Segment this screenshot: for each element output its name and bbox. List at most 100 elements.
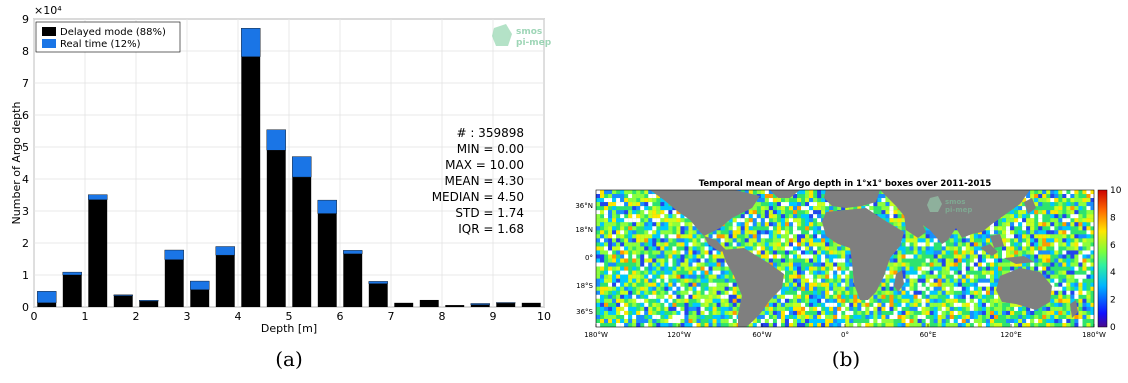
data-cell	[772, 214, 777, 219]
data-cell	[732, 314, 737, 320]
data-cell	[993, 254, 999, 259]
data-cell	[885, 302, 890, 307]
data-cell	[732, 226, 737, 231]
data-cell	[805, 254, 810, 259]
data-cell	[1022, 242, 1027, 247]
stat-mean: MEAN = 4.30	[444, 174, 524, 188]
data-cell	[909, 322, 914, 327]
data-cell	[1050, 202, 1055, 207]
data-cell	[716, 238, 721, 243]
data-cell	[953, 282, 958, 287]
data-cell	[901, 214, 906, 219]
data-cell	[925, 258, 930, 263]
data-cell	[1086, 214, 1091, 219]
map-y-tick-label: 0°	[585, 254, 593, 262]
data-cell	[612, 218, 617, 223]
data-cell	[1026, 314, 1031, 320]
data-cell	[933, 282, 938, 287]
data-cell	[668, 314, 673, 320]
data-cell	[1010, 302, 1015, 307]
data-cell	[792, 206, 798, 211]
data-cell	[768, 214, 773, 219]
data-cell	[801, 206, 806, 211]
data-cell	[736, 298, 741, 303]
data-cell	[1086, 302, 1091, 307]
data-cell	[1050, 270, 1055, 275]
data-cell	[889, 302, 894, 307]
data-cell	[688, 270, 693, 275]
data-cell	[909, 306, 914, 311]
data-cell	[1070, 294, 1075, 299]
data-cell	[732, 234, 737, 239]
data-cell	[748, 190, 753, 195]
data-cell	[841, 294, 846, 299]
data-cell	[692, 230, 697, 235]
data-cell	[624, 210, 629, 215]
data-cell	[644, 206, 649, 211]
data-cell	[1054, 246, 1059, 251]
data-cell	[981, 262, 987, 267]
data-cell	[1002, 234, 1007, 239]
data-cell	[945, 306, 950, 311]
data-cell	[616, 278, 621, 283]
data-cell	[664, 266, 669, 271]
data-cell	[792, 298, 798, 303]
data-cell	[1090, 302, 1094, 307]
data-cell	[760, 214, 765, 219]
data-cell	[776, 202, 781, 207]
data-cell	[809, 274, 814, 279]
data-cell	[801, 310, 806, 315]
data-cell	[632, 302, 637, 307]
data-cell	[1074, 314, 1079, 320]
data-cell	[604, 242, 609, 247]
data-cell	[897, 290, 902, 295]
data-cell	[712, 294, 717, 299]
data-cell	[776, 226, 781, 231]
data-cell	[1014, 250, 1019, 255]
data-cell	[696, 318, 701, 324]
data-cell	[600, 222, 605, 227]
data-cell	[684, 290, 689, 295]
data-cell	[1030, 234, 1035, 239]
data-cell	[748, 226, 753, 231]
data-cell	[889, 202, 894, 207]
data-cell	[648, 242, 653, 247]
data-cell	[788, 294, 794, 299]
data-cell	[772, 314, 777, 320]
data-cell	[885, 278, 890, 283]
data-cell	[640, 306, 645, 311]
data-cell	[941, 318, 946, 324]
data-cell	[849, 310, 854, 315]
data-cell	[1058, 302, 1063, 307]
data-cell	[1054, 298, 1059, 303]
data-cell	[772, 298, 777, 303]
data-cell	[801, 282, 806, 287]
data-cell	[664, 214, 669, 219]
data-cell	[728, 282, 733, 287]
data-cell	[1030, 266, 1035, 271]
data-cell	[1006, 254, 1011, 259]
data-cell	[845, 318, 850, 324]
data-cell	[889, 206, 894, 211]
data-cell	[821, 322, 826, 327]
data-cell	[1078, 214, 1083, 219]
data-cell	[821, 258, 826, 263]
data-cell	[1074, 242, 1079, 247]
data-cell	[612, 282, 617, 287]
data-cell	[925, 242, 930, 247]
data-cell	[784, 286, 790, 291]
data-cell	[676, 262, 681, 267]
data-cell	[945, 278, 950, 283]
data-cell	[981, 294, 987, 299]
data-cell	[973, 314, 978, 320]
data-cell	[809, 266, 814, 271]
data-cell	[1078, 254, 1083, 259]
data-cell	[776, 234, 781, 239]
data-cell	[1074, 274, 1079, 279]
data-cell	[732, 310, 737, 315]
data-cell	[945, 246, 950, 251]
data-cell	[977, 310, 982, 315]
data-cell	[809, 298, 814, 303]
data-cell	[933, 306, 938, 311]
data-cell	[821, 318, 826, 324]
